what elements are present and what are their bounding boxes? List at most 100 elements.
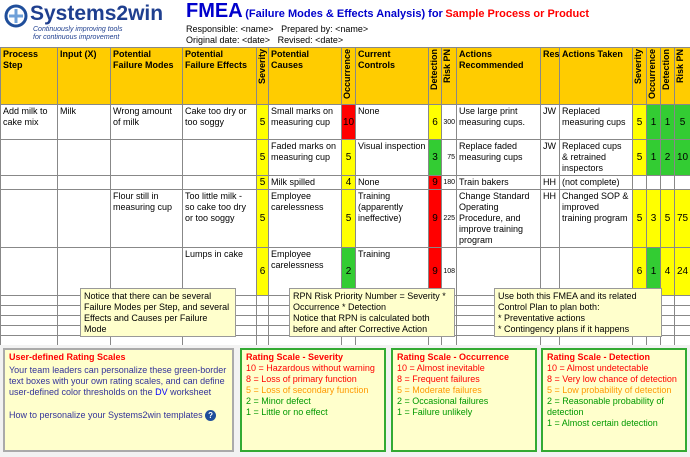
intro-text: Your team leaders can personalize these … — [9, 365, 228, 398]
column-header-text: Detection — [429, 49, 440, 91]
note-line: * Preventative actions — [498, 313, 586, 323]
text-cell: Small marks on measuring cup — [268, 104, 342, 140]
rating-line: 8 = Very low chance of detection — [547, 374, 677, 384]
text-cell: Wrong amount of milk — [110, 104, 183, 140]
rating-title: Rating Scale - Severity — [246, 352, 344, 362]
empty-cell — [256, 315, 269, 326]
rating-cell: 5 — [256, 104, 269, 140]
empty-cell — [0, 247, 58, 296]
empty-cell — [341, 335, 356, 346]
dv-link[interactable]: DV — [155, 387, 168, 397]
subtitle: (Failure Modes & Effects Analysis) for — [245, 8, 443, 20]
empty-cell — [57, 335, 111, 346]
column-header: Occurrence — [646, 47, 661, 105]
fmea-table: Process Step Input (X) Potential Failure M… — [0, 47, 690, 346]
rating-cell: 5 — [256, 175, 269, 190]
empty-cell — [0, 189, 58, 248]
empty-cell — [456, 335, 541, 346]
rating-line: 8 = Frequent failures — [397, 374, 480, 384]
note: RPN Risk Priority Number = Severity * Oc… — [289, 288, 455, 337]
empty-row — [0, 335, 690, 346]
empty-cell — [256, 295, 269, 306]
column-header-text: Detection — [661, 49, 672, 91]
text-cell: Visual inspection — [355, 139, 429, 176]
rating-title: Rating Scale - Occurrence — [397, 352, 510, 362]
help-text[interactable]: How to personalize your Systems2win temp… — [9, 410, 203, 420]
rpn-cell: 300 — [441, 104, 457, 140]
column-header-text: Severity — [257, 49, 268, 85]
column-header: Potential Failure Effects — [182, 47, 257, 105]
rating-line: 5 = Loss of secondary function — [246, 385, 369, 395]
text-cell: Changed SOP & improved training program — [559, 189, 633, 248]
help-line[interactable]: How to personalize your Systems2win temp… — [9, 410, 228, 421]
note-line: Notice that RPN is calculated both befor… — [293, 313, 430, 334]
text-cell: Training — [355, 247, 429, 296]
empty-cell — [0, 139, 58, 176]
rating-cell: 5 — [632, 139, 647, 176]
rating-line: 8 = Loss of primary function — [246, 374, 357, 384]
empty-cell — [660, 175, 675, 190]
rating-box: Rating Scale - Severity 10 = Hazardous wi… — [240, 348, 386, 452]
empty-cell — [660, 315, 675, 326]
rating-cell: 6 — [256, 247, 269, 296]
text-cell: Lumps in cake — [182, 247, 257, 296]
empty-cell — [674, 295, 690, 306]
rating-cell: 1 — [660, 104, 675, 140]
empty-cell — [110, 175, 183, 190]
column-header: Input (X) — [57, 47, 111, 105]
rating-cell: 5 — [341, 189, 356, 248]
table-row: 5 Milk spilled 4 None 9 180 Train bakers HH (not… — [0, 175, 690, 190]
text-cell: Replaced measuring cups — [559, 104, 633, 140]
help-icon[interactable]: ? — [205, 410, 217, 421]
rating-cell: 10 — [674, 139, 690, 176]
empty-cell — [632, 335, 647, 346]
rating-line: 2 = Reasonable probability of detection — [547, 396, 664, 417]
empty-cell — [428, 335, 442, 346]
empty-cell — [456, 247, 541, 296]
rating-line: 10 = Almost undetectable — [547, 363, 649, 373]
rating-cell: 75 — [674, 189, 690, 248]
column-header-text: Severity — [633, 49, 644, 85]
rating-cell: 10 — [341, 104, 356, 140]
title-line: FMEA (Failure Modes & Effects Analysis) … — [186, 0, 589, 23]
rating-box: Rating Scale - Occurrence 10 = Almost ine… — [391, 348, 537, 452]
empty-cell — [256, 335, 269, 346]
column-header: Risk PN — [674, 47, 690, 105]
rating-cell: 5 — [341, 139, 356, 176]
text-cell: Add milk to cake mix — [0, 104, 58, 140]
column-header: Potential Causes — [268, 47, 342, 105]
logo: Systems2win — [30, 2, 164, 25]
rating-cell: 3 — [646, 189, 661, 248]
empty-cell — [110, 335, 183, 346]
rating-cell: 1 — [646, 104, 661, 140]
empty-cell — [559, 335, 633, 346]
rating-cell: 9 — [428, 175, 442, 190]
empty-cell — [632, 175, 647, 190]
text-cell: JW — [540, 104, 560, 140]
note-line: * Contingency plans if it happens — [498, 324, 630, 334]
table-row: 5 Faded marks on measuring cup 5 Visual ins… — [0, 139, 690, 176]
empty-cell — [256, 325, 269, 336]
rating-cell: 5 — [256, 189, 269, 248]
rating-box: Rating Scale - Detection 10 = Almost unde… — [541, 348, 687, 452]
rating-cell: 3 — [428, 139, 442, 176]
tagline-line: for continuous improvement — [33, 34, 120, 41]
empty-cell — [646, 175, 661, 190]
empty-cell — [0, 325, 58, 336]
rating-cell: 24 — [674, 247, 690, 296]
intro-text-1: Your team leaders can personalize these … — [9, 365, 227, 397]
text-cell: JW — [540, 139, 560, 176]
empty-cell — [660, 325, 675, 336]
rating-line: 5 = Low probability of detection — [547, 385, 672, 395]
empty-cell — [0, 305, 58, 316]
empty-cell — [182, 335, 257, 346]
rating-cell: 6 — [632, 247, 647, 296]
note: Use both this FMEA and its related Contr… — [494, 288, 662, 337]
rating-cell: 1 — [646, 139, 661, 176]
rating-cell: 5 — [632, 104, 647, 140]
meta-line: Responsible: <name> Prepared by: <name> — [186, 24, 368, 34]
text-cell: Too little milk - so cake too dry or too… — [182, 189, 257, 248]
rating-line: 10 = Almost inevitable — [397, 363, 485, 373]
table-row: Flour still in measuring cup Too little m… — [0, 189, 690, 248]
